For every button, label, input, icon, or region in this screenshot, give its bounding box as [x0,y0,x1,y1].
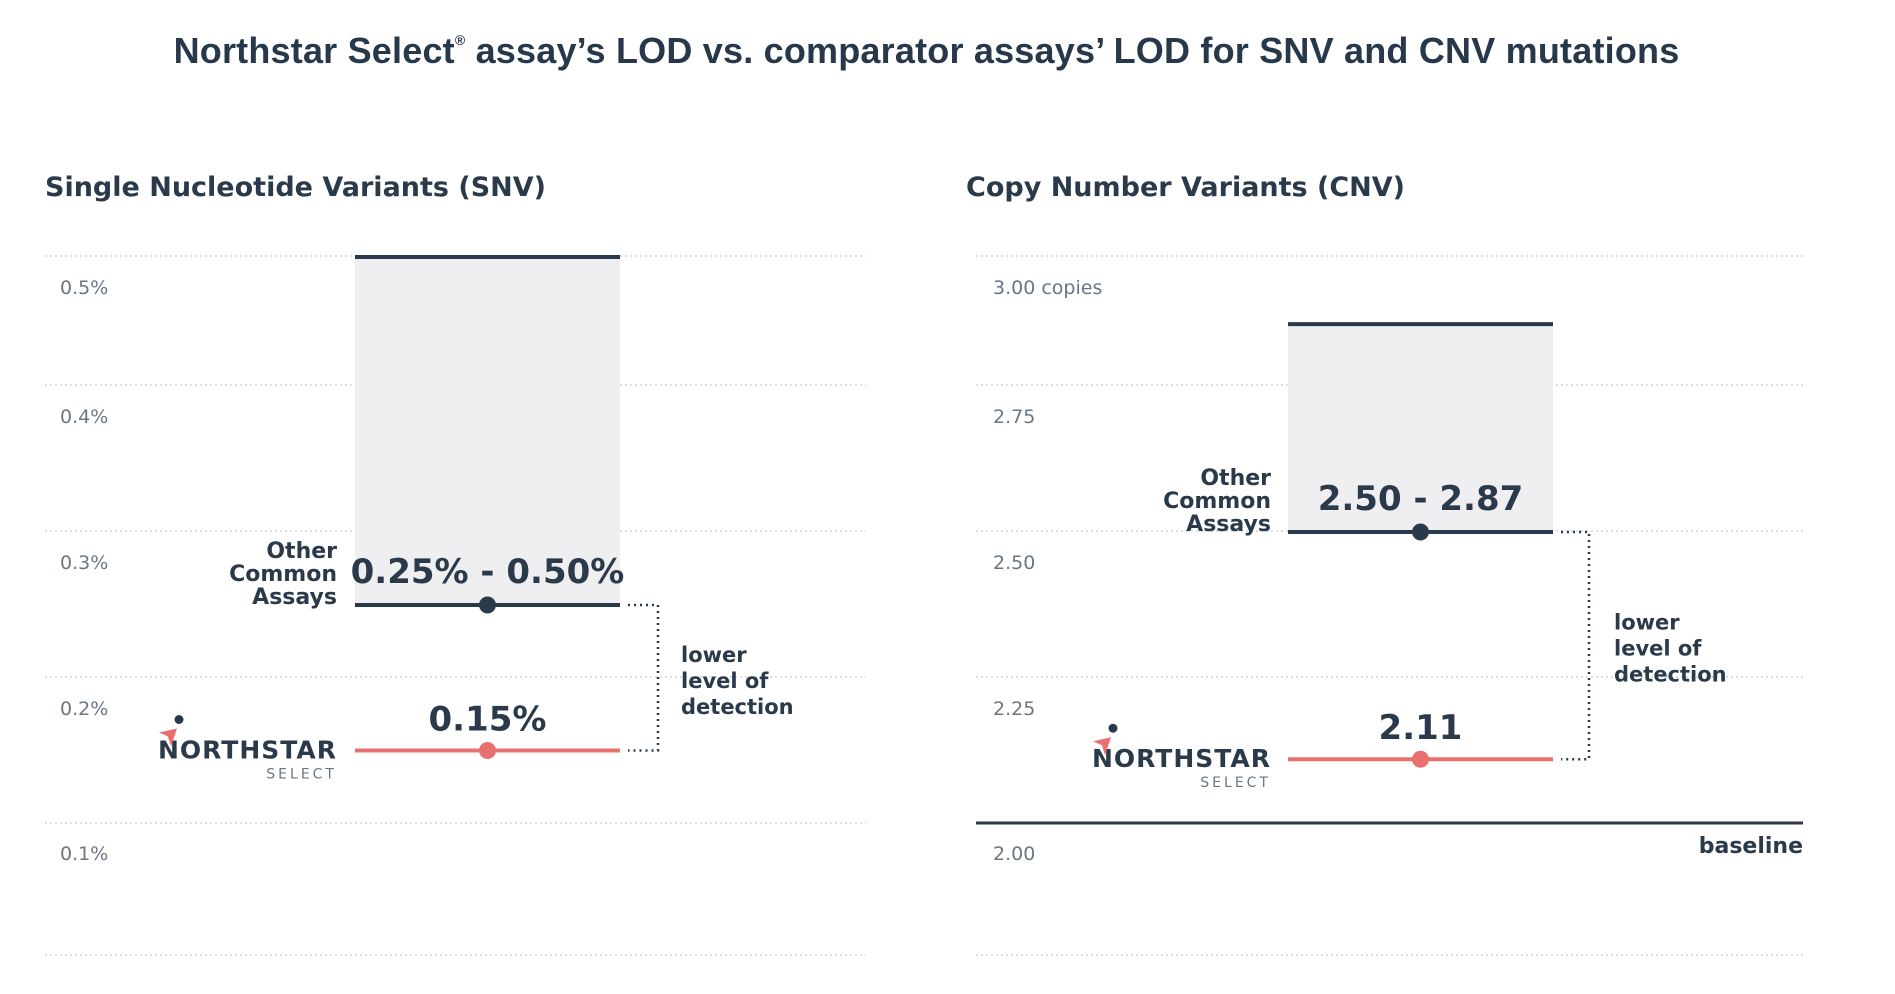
other-assays-label: Common [1163,489,1271,514]
lod-bracket [628,603,660,752]
northstar-logo-arrow-icon [1093,737,1111,756]
other-assays-point [1412,523,1429,541]
lod-annotation: level of [681,669,769,693]
northstar-logo-dot-icon [1108,723,1118,733]
lod-annotation: lower [681,643,747,667]
lod-annotation: detection [681,695,794,719]
other-assays-label: Other [266,539,337,564]
page-title: Northstar Select® assay’s LOD vs. compar… [173,30,1680,71]
baseline-label: baseline [1699,834,1803,859]
other-assays-value-label: 0.25% - 0.50% [351,552,625,592]
northstar-logo-word: NORTHSTAR [1092,744,1271,773]
lod-annotation: level of [1614,637,1702,661]
northstar-logo-arrow-icon [159,728,177,747]
other-assays-label: Other [1200,466,1271,491]
lod-bracket [1561,530,1591,761]
y-tick-label: 2.75 [993,406,1035,428]
lod-annotation: lower [1614,611,1680,635]
other-assays-value-label: 2.50 - 2.87 [1318,479,1524,519]
other-assays-range [1288,324,1553,532]
other-assays-label: Common [229,562,337,587]
northstar-point [1412,750,1429,768]
y-tick-label: 2.00 [993,843,1035,865]
northstar-logo-word: NORTHSTAR [158,736,337,765]
lod-annotation: detection [1614,663,1727,687]
northstar-point [479,742,496,759]
northstar-value-label: 0.15% [429,700,547,740]
y-tick-label: 0.5% [60,277,108,299]
y-tick-label: 0.1% [60,843,108,865]
y-tick-label: 3.00 copies [993,277,1102,299]
northstar-logo-dot-icon [174,715,184,724]
y-tick-label: 0.2% [60,698,108,720]
other-assays-label: Assays [252,585,337,610]
other-assays-point [479,596,496,614]
northstar-value-label: 2.11 [1379,708,1463,748]
other-assays-range [355,257,620,605]
other-assays-label: Assays [1186,512,1271,537]
y-tick-label: 2.25 [993,698,1035,720]
snv-panel-title: Single Nucleotide Variants (SNV) [45,172,547,203]
y-tick-label: 2.50 [993,552,1035,574]
northstar-logo-sub: SELECT [1200,775,1271,791]
y-tick-label: 0.4% [60,406,108,428]
y-tick-label: 0.3% [60,552,108,574]
cnv-panel-title: Copy Number Variants (CNV) [966,172,1406,203]
northstar-logo-sub: SELECT [266,767,337,783]
